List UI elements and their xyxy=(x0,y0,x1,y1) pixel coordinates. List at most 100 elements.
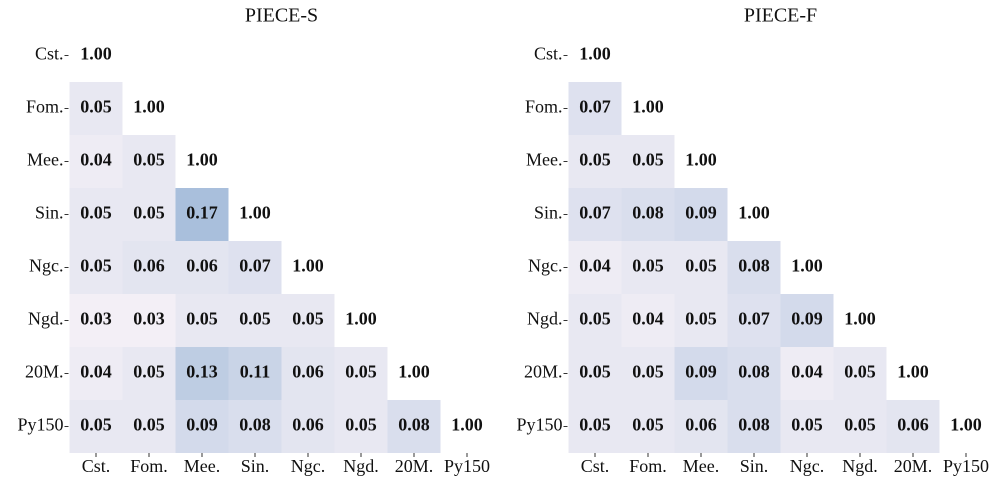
cell-label: 0.08 xyxy=(738,256,770,276)
heatmap-cell xyxy=(281,294,335,347)
y-tick-label: Ngd. xyxy=(28,309,64,329)
heatmap-cell xyxy=(886,347,940,400)
cell-label: 1.00 xyxy=(844,309,876,329)
cell-label: 0.03 xyxy=(80,309,112,329)
cell-label: 1.00 xyxy=(579,44,611,64)
y-tick-label: Cst. xyxy=(35,44,64,64)
heatmap-cell xyxy=(175,135,229,188)
heatmap-cell xyxy=(69,294,123,347)
heatmap-cell xyxy=(228,294,282,347)
heatmap-cell xyxy=(621,188,675,241)
heatmap-cell xyxy=(228,188,282,241)
heatmap-cell xyxy=(833,294,887,347)
heatmap-cell xyxy=(833,347,887,400)
heatmap-cell xyxy=(122,241,176,294)
heatmap-cell xyxy=(621,294,675,347)
cell-label: 0.05 xyxy=(345,415,377,435)
heatmap-cell xyxy=(621,135,675,188)
cell-label: 0.05 xyxy=(186,309,218,329)
cell-label: 0.04 xyxy=(632,309,664,329)
cell-label: 0.05 xyxy=(579,415,611,435)
heatmap-cell xyxy=(568,188,622,241)
cell-label: 0.04 xyxy=(80,362,112,382)
x-tick-label: Py150 xyxy=(444,456,490,476)
y-tick-label: Sin. xyxy=(534,203,563,223)
cell-label: 0.05 xyxy=(133,415,165,435)
heatmap-cell xyxy=(228,400,282,453)
cell-label: 0.05 xyxy=(579,362,611,382)
y-tick-label: 20M. xyxy=(25,362,64,382)
cell-label: 0.05 xyxy=(632,150,664,170)
cell-label: 0.05 xyxy=(844,415,876,435)
cell-label: 1.00 xyxy=(632,97,664,117)
heatmap-cell xyxy=(674,241,728,294)
y-tick-label: Mee. xyxy=(526,150,562,170)
heatmap-cell xyxy=(387,347,441,400)
cell-label: 0.06 xyxy=(897,415,929,435)
heatmap-cell xyxy=(674,135,728,188)
heatmap-cell xyxy=(122,135,176,188)
heatmap-cell xyxy=(568,135,622,188)
cell-label: 0.05 xyxy=(844,362,876,382)
heatmap-cell xyxy=(440,400,494,453)
heatmap-cell xyxy=(674,400,728,453)
cell-label: 1.00 xyxy=(292,256,324,276)
x-tick-label: Ngd. xyxy=(842,456,878,476)
x-tick-label: Sin. xyxy=(740,456,769,476)
heatmap-cell xyxy=(69,347,123,400)
cell-label: 0.05 xyxy=(791,415,823,435)
cell-label: 0.08 xyxy=(239,415,271,435)
cell-label: 0.06 xyxy=(186,256,218,276)
y-tick-label: Ngc. xyxy=(29,256,64,276)
cell-label: 0.05 xyxy=(579,150,611,170)
chart-title: PIECE-S xyxy=(245,5,318,27)
y-tick-label: Py150 xyxy=(516,415,562,435)
x-tick-label: 20M. xyxy=(395,456,434,476)
cell-label: 1.00 xyxy=(950,415,982,435)
cell-label: 0.05 xyxy=(685,256,717,276)
heatmap-cell xyxy=(387,400,441,453)
cell-label: 0.05 xyxy=(133,203,165,223)
heatmap-cell xyxy=(780,241,834,294)
heatmap-cell xyxy=(175,188,229,241)
heatmap-cell xyxy=(568,29,622,82)
cell-label: 1.00 xyxy=(685,150,717,170)
heatmap-cell xyxy=(727,241,781,294)
heatmap-cell xyxy=(122,294,176,347)
heatmap-cell xyxy=(727,294,781,347)
cell-label: 0.05 xyxy=(345,362,377,382)
cell-label: 1.00 xyxy=(239,203,271,223)
x-tick-label: Mee. xyxy=(683,456,719,476)
cell-label: 0.05 xyxy=(80,415,112,435)
heatmap-cell xyxy=(727,188,781,241)
heatmap-cell xyxy=(69,135,123,188)
x-tick-label: Fom. xyxy=(130,456,168,476)
heatmap-cell xyxy=(281,400,335,453)
cell-label: 0.05 xyxy=(632,256,664,276)
y-tick-label: Fom. xyxy=(525,97,563,117)
cell-label: 0.09 xyxy=(186,415,218,435)
cell-label: 0.08 xyxy=(398,415,430,435)
y-tick-label: Ngc. xyxy=(528,256,563,276)
heatmap-cell xyxy=(334,400,388,453)
cell-label: 0.17 xyxy=(186,203,218,223)
heatmap-cell xyxy=(833,400,887,453)
cell-label: 0.04 xyxy=(579,256,611,276)
y-tick-label: Py150 xyxy=(17,415,63,435)
cell-label: 0.06 xyxy=(292,362,324,382)
cell-label: 1.00 xyxy=(791,256,823,276)
cell-label: 0.08 xyxy=(632,203,664,223)
heatmap-cell xyxy=(334,294,388,347)
cell-label: 0.09 xyxy=(685,203,717,223)
heatmap-cell xyxy=(621,347,675,400)
x-tick-label: Py150 xyxy=(943,456,989,476)
heatmap-cell xyxy=(568,82,622,135)
heatmap-cell xyxy=(228,347,282,400)
heatmap-cell xyxy=(69,29,123,82)
cell-label: 0.06 xyxy=(133,256,165,276)
cell-label: 0.07 xyxy=(579,97,611,117)
cell-label: 1.00 xyxy=(897,362,929,382)
heatmap-cell xyxy=(568,347,622,400)
heatmap-cell xyxy=(175,241,229,294)
x-tick-label: Ngc. xyxy=(790,456,825,476)
